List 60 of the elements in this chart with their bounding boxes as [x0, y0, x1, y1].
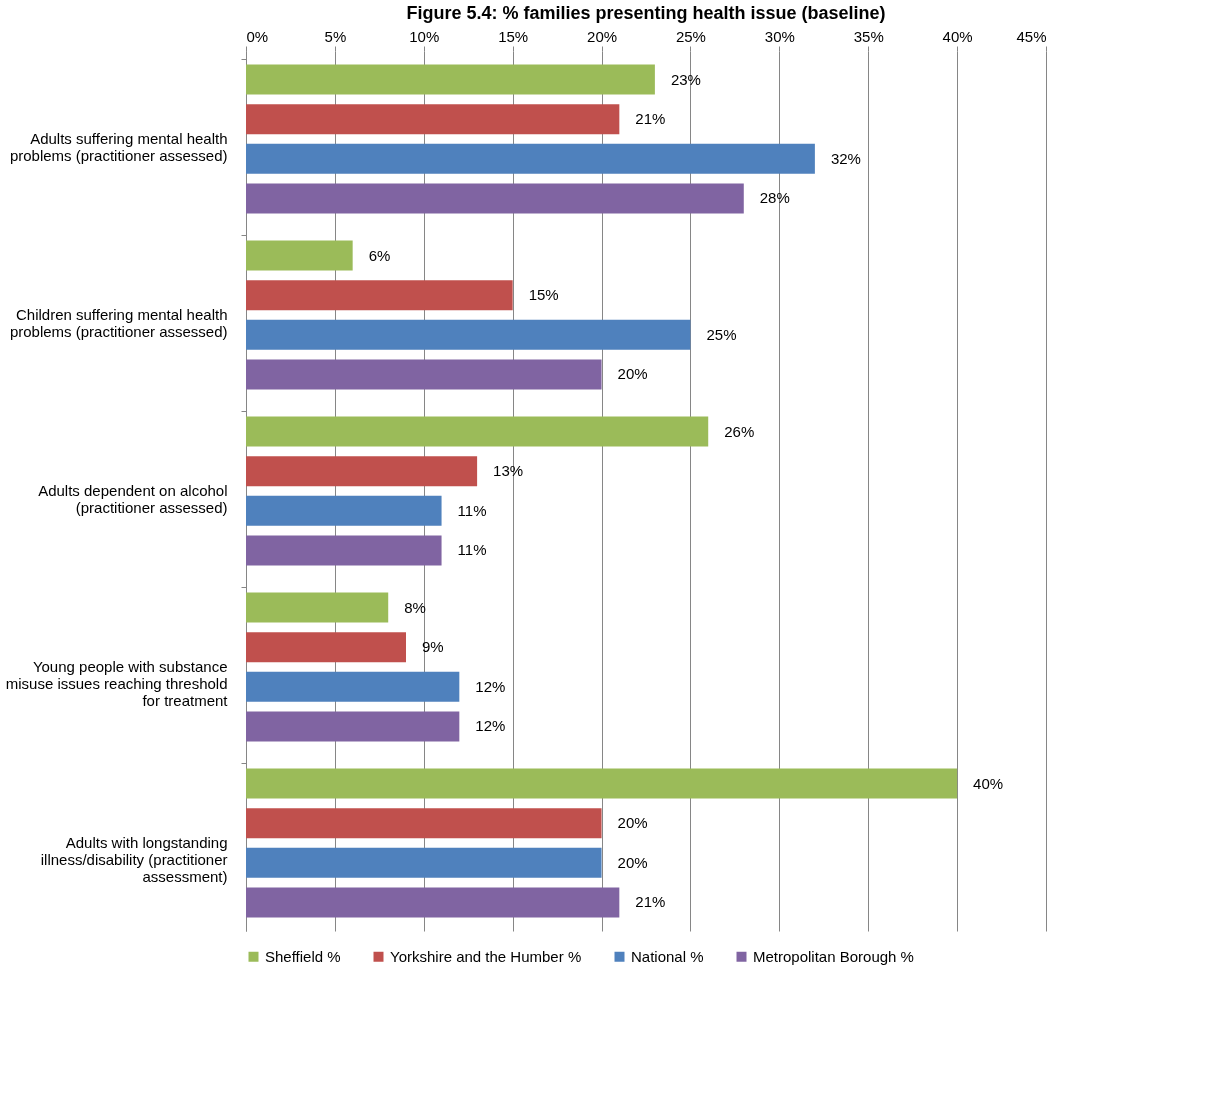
legend-label: National %	[631, 947, 704, 965]
data-label: 28%	[759, 189, 790, 207]
x-tick-label: 10%	[409, 27, 440, 45]
legend-label: Yorkshire and the Humber %	[390, 947, 582, 965]
x-tick-label: 0%	[246, 27, 269, 45]
y-tick-label: Adults with longstanding illness/disability (practitioner assessment)	[40, 834, 228, 885]
bar	[246, 495, 442, 526]
data-label: 21%	[635, 110, 666, 128]
bar	[246, 240, 353, 271]
bar	[246, 104, 620, 135]
data-label: 26%	[724, 422, 755, 440]
bar	[246, 143, 815, 174]
bar	[246, 592, 389, 623]
data-label: 11%	[457, 541, 487, 559]
x-tick-label: 30%	[764, 27, 795, 45]
chart-title: Figure 5.4: % families presenting health issue (baseline)	[406, 3, 886, 23]
y-tick-label: Adults dependent on alcohol (practitioner assessed)	[38, 482, 228, 516]
bar	[246, 808, 602, 839]
bar	[246, 64, 655, 95]
data-label: 9%	[422, 638, 444, 656]
data-label: 25%	[706, 325, 737, 343]
y-tick-label: Young people with substance misuse issues reaching threshold for treatment	[5, 658, 229, 709]
x-tick-label: 35%	[853, 27, 884, 45]
bar	[246, 416, 709, 447]
bar	[246, 280, 513, 311]
y-tick-label: Children suffering mental health problems (practitioner assessed)	[9, 306, 228, 340]
legend-label: Metropolitan Borough %	[753, 947, 914, 965]
bar	[246, 183, 744, 214]
bar	[246, 768, 958, 799]
data-label: 15%	[528, 286, 559, 304]
x-tick-label: 25%	[675, 27, 706, 45]
data-label: 8%	[404, 598, 426, 616]
data-label: 20%	[617, 814, 648, 832]
data-label: 12%	[475, 677, 506, 695]
data-label: 6%	[368, 246, 391, 264]
data-label: 20%	[617, 853, 648, 871]
x-tick-label: 20%	[587, 27, 618, 45]
x-tick-label: 40%	[942, 27, 973, 45]
data-label: 12%	[475, 717, 506, 735]
data-label: 20%	[617, 365, 648, 383]
bar	[246, 671, 460, 702]
x-tick-label: 5%	[324, 27, 347, 45]
bar	[246, 711, 460, 742]
data-label: 11%	[457, 501, 487, 519]
bar	[246, 632, 406, 663]
bar	[246, 847, 602, 878]
x-tick-label: 15%	[498, 27, 529, 45]
x-tick-label: 45%	[1016, 27, 1047, 45]
bar	[246, 359, 602, 390]
data-label: 13%	[493, 462, 524, 480]
legend-label: Sheffield %	[265, 947, 341, 965]
y-tick-label: Adults suffering mental health problems (practitioner assessed)	[9, 130, 228, 164]
data-label: 32%	[830, 149, 861, 167]
data-label: 21%	[635, 893, 666, 911]
bar	[246, 319, 691, 350]
bar	[246, 887, 620, 918]
bar	[246, 535, 442, 566]
bar	[246, 456, 478, 487]
data-label: 40%	[973, 774, 1004, 792]
data-label: 23%	[670, 70, 701, 88]
